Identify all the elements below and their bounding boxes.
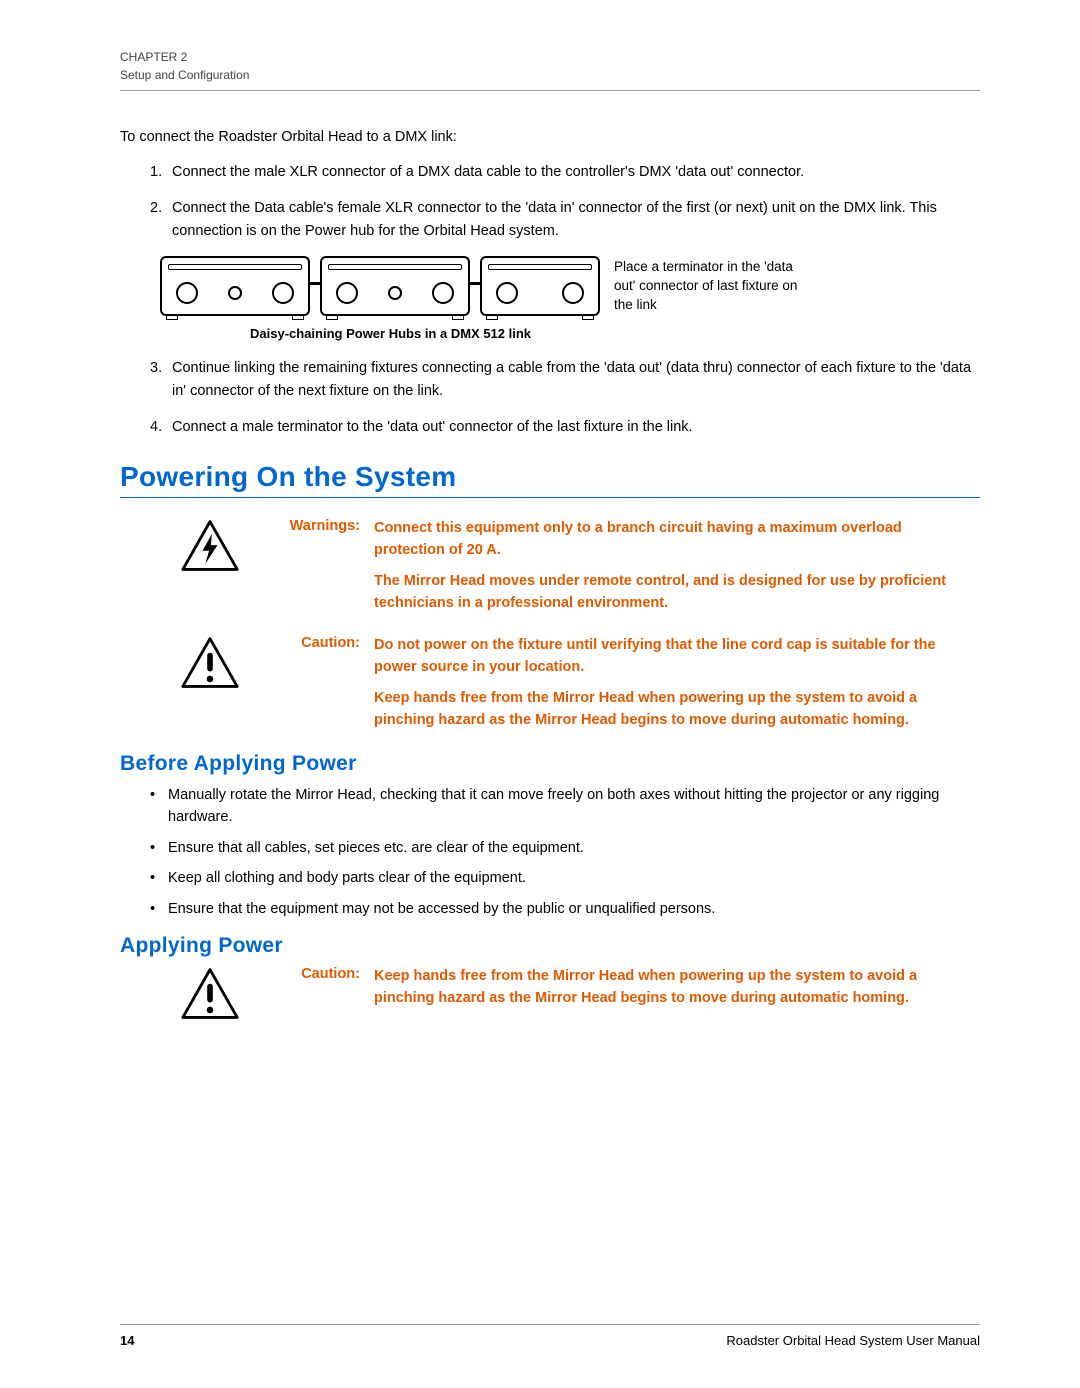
before-heading: Before Applying Power bbox=[120, 752, 980, 776]
steps-list-2: Continue linking the remaining fixtures … bbox=[120, 357, 980, 438]
caution-text-2: Keep hands free from the Mirror Head whe… bbox=[374, 966, 970, 1027]
manual-title: Roadster Orbital Head System User Manual bbox=[726, 1333, 980, 1348]
caution1-item-1: Do not power on the fixture until verify… bbox=[374, 635, 970, 679]
before-bullet-2: Ensure that all cables, set pieces etc. … bbox=[150, 837, 980, 859]
intro-text: To connect the Roadster Orbital Head to … bbox=[120, 129, 980, 145]
header-rule bbox=[120, 90, 980, 91]
caution-block-2: Caution: Keep hands free from the Mirror… bbox=[180, 966, 970, 1027]
page-footer: 14 Roadster Orbital Head System User Man… bbox=[120, 1324, 980, 1348]
section-heading: Powering On the System bbox=[120, 461, 980, 493]
step-1: Connect the male XLR connector of a DMX … bbox=[150, 161, 980, 183]
applying-heading: Applying Power bbox=[120, 934, 980, 958]
warning-item-2: The Mirror Head moves under remote contr… bbox=[374, 571, 970, 615]
caution-label-1: Caution: bbox=[260, 635, 360, 742]
diagram-caption: Daisy-chaining Power Hubs in a DMX 512 l… bbox=[250, 326, 980, 341]
section-rule bbox=[120, 497, 980, 498]
caution-block-1: Caution: Do not power on the fixture unt… bbox=[180, 635, 970, 742]
chapter-label: CHAPTER 2 bbox=[120, 48, 980, 66]
electrical-hazard-icon bbox=[180, 518, 240, 574]
warnings-label: Warnings: bbox=[260, 518, 360, 625]
caution-label-2: Caution: bbox=[260, 966, 360, 1027]
before-bullet-4: Ensure that the equipment may not be acc… bbox=[150, 898, 980, 920]
power-hub-3 bbox=[480, 256, 600, 316]
daisy-chain-diagram: Place a terminator in the 'data out' con… bbox=[160, 256, 980, 316]
terminator-note: Place a terminator in the 'data out' con… bbox=[614, 258, 804, 315]
caution-icon bbox=[180, 635, 240, 691]
steps-list-1: Connect the male XLR connector of a DMX … bbox=[120, 161, 980, 242]
page-header: CHAPTER 2 Setup and Configuration bbox=[120, 48, 980, 91]
step-3: Continue linking the remaining fixtures … bbox=[150, 357, 980, 402]
page-number: 14 bbox=[120, 1333, 134, 1348]
before-bullet-1: Manually rotate the Mirror Head, checkin… bbox=[150, 784, 980, 829]
warnings-text: Connect this equipment only to a branch … bbox=[374, 518, 970, 625]
before-bullet-3: Keep all clothing and body parts clear o… bbox=[150, 867, 980, 889]
step-4: Connect a male terminator to the 'data o… bbox=[150, 416, 980, 438]
caution-icon bbox=[180, 966, 240, 1022]
warnings-block: Warnings: Connect this equipment only to… bbox=[180, 518, 970, 625]
caution-text-1: Do not power on the fixture until verify… bbox=[374, 635, 970, 742]
hub-row bbox=[160, 256, 600, 316]
before-bullets: Manually rotate the Mirror Head, checkin… bbox=[120, 784, 980, 920]
power-hub-1 bbox=[160, 256, 310, 316]
caution2-item-1: Keep hands free from the Mirror Head whe… bbox=[374, 966, 970, 1010]
chapter-title: Setup and Configuration bbox=[120, 66, 980, 84]
warning-item-1: Connect this equipment only to a branch … bbox=[374, 518, 970, 562]
step-2: Connect the Data cable's female XLR conn… bbox=[150, 197, 980, 242]
caution1-item-2: Keep hands free from the Mirror Head whe… bbox=[374, 688, 970, 732]
power-hub-2 bbox=[320, 256, 470, 316]
footer-rule bbox=[120, 1324, 980, 1325]
